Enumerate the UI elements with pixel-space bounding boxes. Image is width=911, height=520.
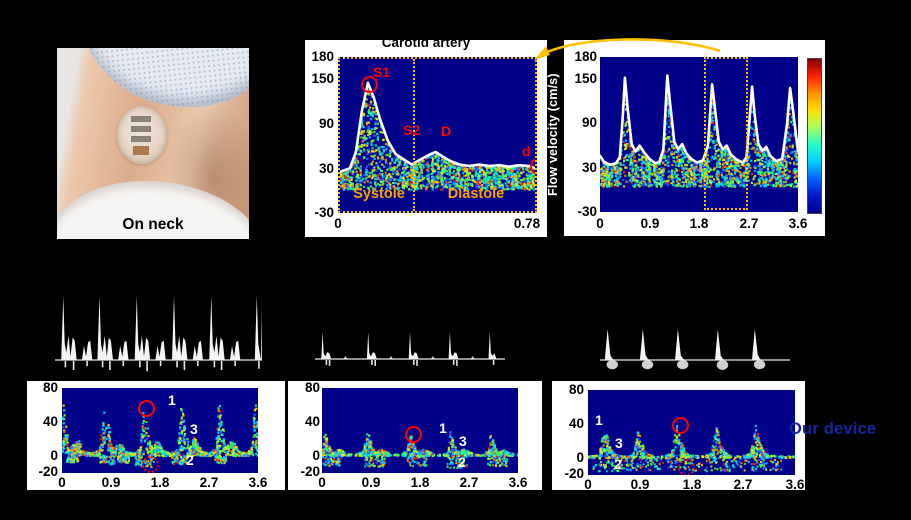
neck-photo: On neck	[57, 48, 249, 239]
y-tick: 90	[318, 116, 334, 131]
y-tick: 150	[574, 71, 597, 86]
feature-1-label: 1	[439, 420, 447, 436]
x-tick: 1.8	[689, 216, 709, 231]
jet-colorbar	[807, 58, 822, 214]
x-tick: 2.7	[459, 475, 479, 490]
zoom-link-arrow-icon	[534, 38, 721, 60]
y-tick: -20	[300, 464, 320, 479]
ultrasound-patch	[117, 106, 167, 164]
x-tick: 1.8	[682, 477, 702, 492]
feature-marker-dashed-circle	[678, 459, 695, 475]
x-tick: 0.78	[513, 216, 541, 231]
feature-marker-circle	[138, 400, 155, 417]
spectrogram-plot-mid: 1 3 2	[322, 388, 518, 473]
feature-2-label: 2	[186, 452, 194, 468]
d-wave-label: D	[441, 123, 452, 139]
photo-caption: On neck	[122, 216, 184, 233]
spectrogram-plot-right: 1 3 2	[588, 390, 795, 475]
x-tick: 2.7	[199, 475, 219, 490]
feature-1-label: 1	[168, 392, 176, 408]
x-tick: 2.7	[739, 216, 759, 231]
x-tick: 3.6	[785, 477, 805, 492]
x-tick: 1.8	[150, 475, 170, 490]
feature-marker-circle	[405, 426, 422, 443]
y-tick: 0	[50, 448, 58, 463]
systole-diastole-divider	[413, 59, 415, 211]
doppler-waveform-right	[600, 329, 790, 370]
s2-label: S2	[403, 122, 421, 138]
carotid-timeline-spectrogram	[600, 74, 798, 188]
patch-chip	[131, 126, 151, 132]
y-tick: -20	[564, 466, 584, 481]
doppler-waveform-mid	[315, 332, 505, 366]
s1-label: S1	[373, 64, 391, 80]
carotid-zoom-spectrogram	[340, 81, 535, 191]
feature-3-label: 3	[615, 435, 623, 451]
y-tick: -20	[38, 464, 58, 479]
carotid-timeline-plot	[600, 57, 798, 212]
feature-2-label: 2	[458, 454, 466, 470]
y-tick: 0	[576, 450, 584, 465]
x-tick: 0	[318, 475, 326, 490]
x-tick: 0	[584, 477, 592, 492]
y-tick: 90	[581, 115, 597, 130]
patch-chip	[131, 116, 151, 122]
y-tick: -30	[577, 204, 597, 219]
patch-chip	[133, 146, 149, 155]
feature-3-label: 3	[459, 433, 467, 449]
x-tick: 0.9	[640, 216, 660, 231]
spectrogram-plot-left: 1 3 2	[62, 388, 258, 473]
feature-2-label: 2	[614, 456, 622, 472]
x-tick: 0	[596, 216, 604, 231]
y-tick: 30	[581, 160, 597, 175]
y-tick: 80	[42, 380, 58, 395]
feature-1-label: 1	[595, 412, 603, 428]
diastole-label: Diastole	[447, 186, 505, 202]
x-tick: 3.6	[248, 475, 268, 490]
spectrogram-left	[62, 404, 258, 468]
x-tick: 0	[334, 216, 342, 231]
patch-chip	[131, 136, 151, 142]
y-tick: 40	[568, 416, 584, 431]
y-tick: 40	[42, 414, 58, 429]
doppler-waveform-left	[55, 296, 262, 372]
y-tick: 150	[311, 71, 334, 86]
spectrogram-right	[588, 424, 795, 473]
panel-title: Carotid artery	[381, 35, 471, 50]
x-tick: 1.8	[410, 475, 430, 490]
zoom-region-highlight-box	[704, 57, 748, 210]
x-tick: 0.9	[361, 475, 381, 490]
y-tick: 80	[568, 382, 584, 397]
carotid-zoom-plot: S1 S2 D d Systole Diastole	[338, 57, 537, 213]
x-tick: 0.9	[630, 477, 650, 492]
spectrogram-mid	[322, 431, 518, 469]
our-device-label: Our device	[789, 420, 877, 438]
y-tick: -30	[314, 205, 334, 220]
feature-3-label: 3	[190, 421, 198, 437]
x-tick: 3.6	[508, 475, 528, 490]
y-tick: 30	[318, 161, 334, 176]
flow-velocity-axis-label: Flow velocity (cm/s)	[546, 73, 560, 197]
y-tick: 80	[304, 380, 320, 395]
x-tick: 0.9	[101, 475, 121, 490]
y-tick: 40	[304, 414, 320, 429]
x-tick: 3.6	[788, 216, 808, 231]
x-tick: 2.7	[733, 477, 753, 492]
systole-label: Systole	[353, 186, 405, 202]
feature-marker-circle	[672, 417, 689, 434]
feature-marker-dashed-circle	[142, 456, 159, 473]
x-tick: 0	[58, 475, 66, 490]
y-tick: 180	[311, 49, 334, 64]
d-end-label: d	[522, 143, 531, 159]
y-tick: 0	[312, 448, 320, 463]
y-tick: 180	[574, 49, 597, 64]
s1-peak-marker-circle	[361, 76, 378, 93]
